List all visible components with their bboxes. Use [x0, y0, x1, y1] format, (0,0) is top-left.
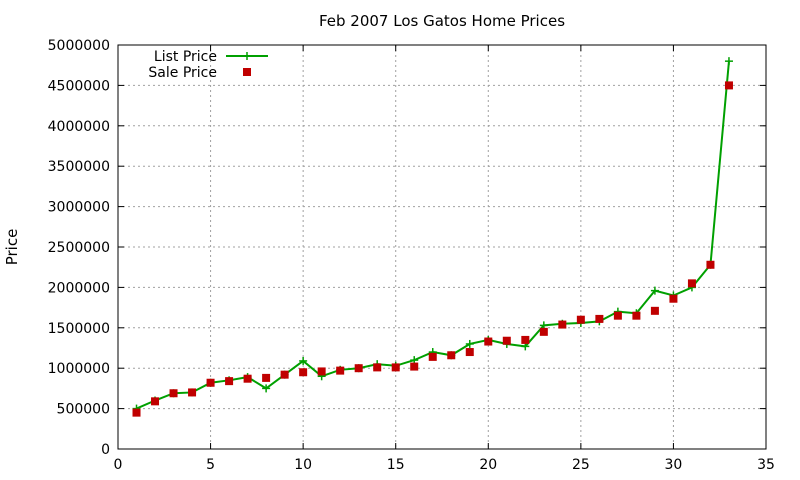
y-tick-label: 4000000	[48, 119, 110, 135]
sale-price-point	[447, 351, 456, 360]
legend-label-sale-price: Sale Price	[148, 65, 217, 81]
sale-price-point	[706, 260, 715, 269]
sale-price-point	[410, 362, 419, 371]
x-tick-label: 5	[206, 457, 215, 473]
sale-price-point	[317, 367, 326, 376]
list-price-point	[465, 339, 474, 348]
list-price-point	[299, 356, 308, 365]
sale-price-point	[465, 348, 474, 357]
y-tick-label: 4500000	[48, 78, 110, 94]
y-axis-label: Price	[3, 229, 21, 266]
y-tick-label: 0	[101, 442, 110, 458]
y-tick-label: 5000000	[48, 38, 110, 54]
sale-price-point	[132, 408, 141, 417]
sale-price-point	[650, 306, 659, 315]
sale-price-point	[724, 81, 733, 90]
x-tick-label: 15	[387, 457, 405, 473]
sale-price-point	[558, 320, 567, 329]
sale-price-point	[669, 294, 678, 303]
sale-price-point	[391, 363, 400, 372]
legend-sale-square	[243, 68, 251, 76]
sale-price-point	[280, 370, 289, 379]
legend-label-list-price: List Price	[154, 49, 217, 65]
sale-price-point	[188, 388, 197, 397]
sale-price-point	[576, 315, 585, 324]
x-tick-label: 20	[479, 457, 497, 473]
sale-price-point	[206, 378, 215, 387]
sale-price-point	[354, 364, 363, 373]
legend: List Price Sale Price	[148, 49, 268, 81]
y-tick-label: 3000000	[48, 200, 110, 216]
x-tick-label: 35	[757, 457, 775, 473]
legend-swatch-sale-price	[243, 68, 251, 76]
sale-price-point	[539, 327, 548, 336]
sale-price-point	[336, 366, 345, 375]
legend-swatch-list-price	[226, 52, 268, 60]
x-tick-label: 25	[572, 457, 590, 473]
sale-price-point	[687, 279, 696, 288]
sale-price-point	[262, 373, 271, 382]
y-tick-label: 1000000	[48, 361, 110, 377]
grid-lines	[118, 45, 766, 449]
chart-title: Feb 2007 Los Gatos Home Prices	[319, 12, 565, 30]
sale-price-point	[428, 352, 437, 361]
sale-price-point	[613, 311, 622, 320]
y-tick-label: 1500000	[48, 321, 110, 337]
sale-price-point	[243, 374, 252, 383]
sale-price-point	[373, 363, 382, 372]
sale-price-point	[502, 336, 511, 345]
list-price-point	[262, 384, 271, 393]
y-tick-label: 2000000	[48, 280, 110, 296]
series-layer	[132, 57, 733, 417]
sale-price-point	[484, 337, 493, 346]
sale-price-point	[521, 335, 530, 344]
sale-price-point	[225, 377, 234, 386]
x-tick-label: 0	[114, 457, 123, 473]
sale-price-point	[299, 368, 308, 377]
sale-price-point	[151, 397, 160, 406]
list-price-point	[724, 57, 733, 66]
axis-ticks: 0 5 10 15 20 25 30 35 0 500000 1000000 1500000 20000…	[48, 38, 775, 473]
y-tick-label: 2500000	[48, 240, 110, 256]
y-tick-label: 3500000	[48, 159, 110, 175]
list-price-point	[650, 286, 659, 295]
sale-price-point	[632, 311, 641, 320]
x-tick-label: 30	[665, 457, 683, 473]
sale-price-point	[595, 314, 604, 323]
sale-price-point	[169, 389, 178, 398]
x-tick-label: 10	[294, 457, 312, 473]
y-tick-label: 500000	[57, 402, 110, 418]
